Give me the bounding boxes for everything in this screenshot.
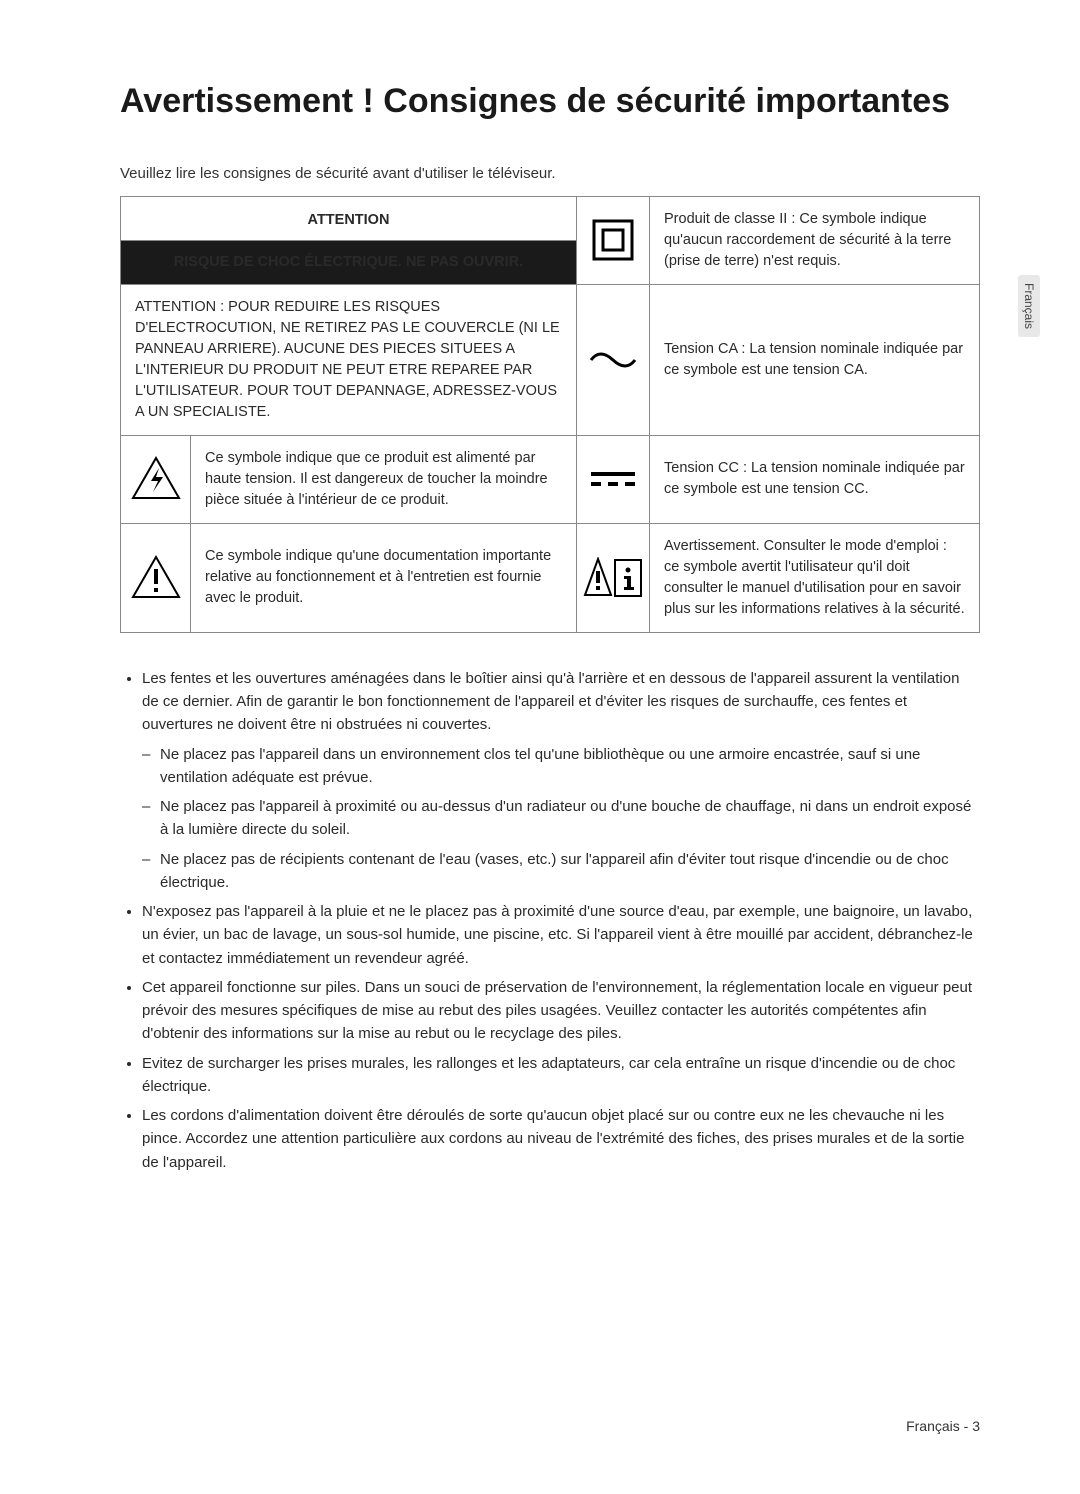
dc-desc: Tension CC : La tension nominale indiqué… bbox=[650, 435, 980, 523]
attention-header: ATTENTION bbox=[121, 196, 577, 240]
bullet-5: Les cordons d'alimentation doivent être … bbox=[142, 1104, 980, 1174]
class2-icon bbox=[577, 196, 650, 284]
safety-table: ATTENTION Produit de classe II : Ce symb… bbox=[120, 196, 980, 633]
bolt-desc: Ce symbole indique que ce produit est al… bbox=[191, 435, 577, 523]
bullet-3: Cet appareil fonctionne sur piles. Dans … bbox=[142, 976, 980, 1046]
info-triangle-icon bbox=[577, 523, 650, 632]
page-footer: Français - 3 bbox=[906, 1418, 980, 1434]
bullet-1-sub-3: Ne placez pas de récipients contenant de… bbox=[160, 848, 980, 895]
ac-icon bbox=[577, 284, 650, 435]
exclaim-desc: Ce symbole indique qu'une documentation … bbox=[191, 523, 577, 632]
bolt-triangle-icon bbox=[121, 435, 191, 523]
page-title: Avertissement ! Consignes de sécurité im… bbox=[120, 80, 980, 123]
ac-desc: Tension CA : La tension nominale indiqué… bbox=[650, 284, 980, 435]
class2-desc: Produit de classe II : Ce symbole indiqu… bbox=[650, 196, 980, 284]
language-tab: Français bbox=[1018, 275, 1040, 337]
bullet-1-sub-1: Ne placez pas l'appareil dans un environ… bbox=[160, 743, 980, 790]
safety-bullets: Les fentes et les ouvertures aménagées d… bbox=[120, 667, 980, 1174]
bullet-1-sub-2: Ne placez pas l'appareil à proximité ou … bbox=[160, 795, 980, 842]
risk-banner: RISQUE DE CHOC ÉLECTRIQUE. NE PAS OUVRIR… bbox=[121, 240, 577, 284]
bullet-2: N'exposez pas l'appareil à la pluie et n… bbox=[142, 900, 980, 970]
bullet-1: Les fentes et les ouvertures aménagées d… bbox=[142, 667, 980, 894]
attention-body: ATTENTION : POUR REDUIRE LES RISQUES D'E… bbox=[121, 284, 577, 435]
info-desc: Avertissement. Consulter le mode d'emplo… bbox=[650, 523, 980, 632]
exclaim-triangle-icon bbox=[121, 523, 191, 632]
bullet-1-text: Les fentes et les ouvertures aménagées d… bbox=[142, 670, 959, 734]
bullet-4: Evitez de surcharger les prises murales,… bbox=[142, 1052, 980, 1099]
dc-icon bbox=[577, 435, 650, 523]
intro-text: Veuillez lire les consignes de sécurité … bbox=[120, 165, 980, 182]
